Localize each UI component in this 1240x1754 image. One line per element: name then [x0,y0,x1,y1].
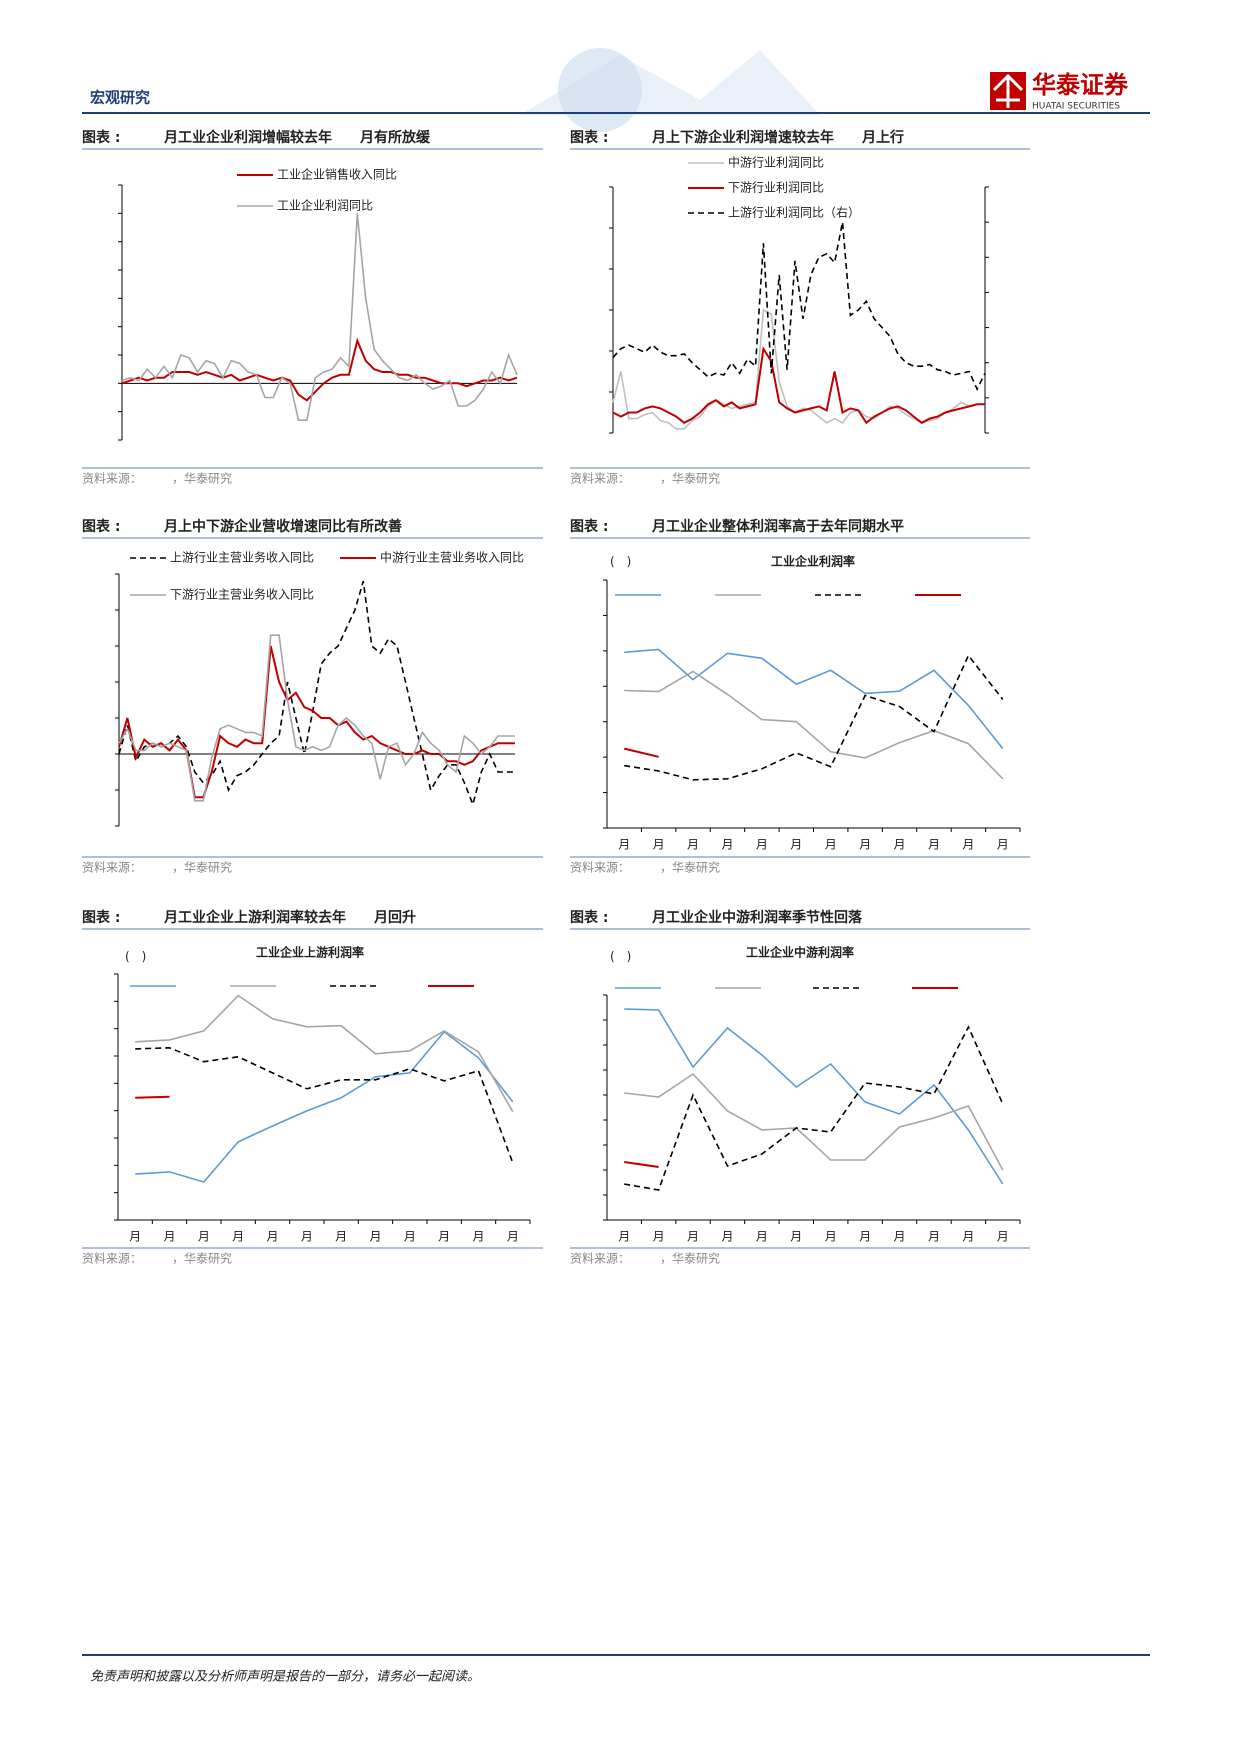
x-tick-label: 月 [687,1230,699,1244]
x-tick-label: 月 [198,1230,210,1244]
x-tick-label: 月 [894,838,906,852]
unit-label: ( ) [610,555,631,569]
x-tick-label: 月 [129,1230,141,1244]
x-tick-label: 月 [335,1230,347,1244]
legend-label: 下游行业利润同比 [728,181,824,195]
figure-title: 月工业企业整体利润率高于去年同期水平 [651,518,904,535]
x-tick-label: 月 [790,1230,802,1244]
x-tick-label: 月 [790,838,802,852]
source: 资料来源： ，华泰研究 [82,1251,232,1266]
legend-label: 下游行业主营业务收入同比 [170,587,314,602]
unit-label: ( ) [125,950,146,964]
x-tick-label: 月 [997,838,1009,852]
x-tick-label: 月 [894,1230,906,1244]
source: 资料来源： ，华泰研究 [82,860,232,875]
x-tick-label: 月 [618,1230,630,1244]
source: 资料来源： ，华泰研究 [570,471,720,486]
source: 资料来源： ，华泰研究 [82,471,232,486]
series-line [135,1030,514,1183]
logo-name: 华泰证券 [1032,71,1129,99]
chart-title: 工业企业上游利润率 [256,945,364,960]
x-tick-label: 月 [928,838,940,852]
source: 资料来源： ，华泰研究 [570,1251,720,1266]
x-tick-label: 月 [997,1230,1009,1244]
x-tick-label: 月 [825,838,837,852]
logo-mark [992,73,1024,108]
x-tick-label: 月 [962,1230,974,1244]
series-line [612,346,985,425]
disclaimer: 免责声明和披露以及分析师声明是报告的一部分，请务必一起阅读。 [90,1670,480,1685]
x-tick-label: 月 [618,838,630,852]
x-tick-label: 月 [163,1230,175,1244]
legend-label: 中游行业利润同比 [728,155,824,170]
legend-label: 上游行业主营业务收入同比 [170,550,314,565]
legend-label: 中游行业主营业务收入同比 [380,550,524,565]
figure-title: 月工业企业上游利润率较去年 月回升 [163,909,416,926]
unit-label: ( ) [610,950,631,964]
series-line [624,1025,1004,1191]
x-tick-label: 月 [369,1230,381,1244]
x-tick-label: 月 [266,1230,278,1244]
x-tick-label: 月 [507,1230,519,1244]
figure-title: 月工业企业中游利润率季节性回落 [651,909,863,926]
logo-subtitle: HUATAI SECURITIES [1032,102,1120,112]
series-line [624,1008,1004,1185]
x-tick-label: 月 [653,1230,665,1244]
x-tick-label: 月 [756,1230,768,1244]
figure-label: 图表 : [570,518,608,535]
x-tick-label: 月 [232,1230,244,1244]
figure-title: 月工业企业利润增幅较去年 月有所放缓 [163,129,431,146]
legend-label: 工业企业利润同比 [277,198,373,213]
series-line [121,337,518,402]
figure-label: 图表 : [82,909,120,926]
series-line [624,1072,1004,1171]
chart-title: 工业企业中游利润率 [746,945,854,960]
series-line [624,670,1004,780]
x-tick-label: 月 [472,1230,484,1244]
x-tick-label: 月 [928,1230,940,1244]
figure-label: 图表 : [82,518,120,535]
x-tick-label: 月 [301,1230,313,1244]
figure-title: 月上中下游企业营收增速同比有所改善 [163,518,402,535]
x-tick-label: 月 [687,838,699,852]
legend-label: 工业企业销售收入同比 [277,167,397,182]
x-tick-label: 月 [962,838,974,852]
figure-label: 图表 : [570,129,608,146]
x-tick-label: 月 [721,838,733,852]
series-line [612,221,986,391]
section-title: 宏观研究 [90,89,150,107]
series-line [135,1095,170,1099]
x-tick-label: 月 [404,1230,416,1244]
x-tick-label: 月 [721,1230,733,1244]
series-line [624,653,1004,781]
legend-label: 上游行业利润同比（右） [728,205,860,220]
series-line [121,213,518,421]
series-line [118,634,515,802]
x-tick-label: 月 [859,1230,871,1244]
figure-label: 图表 : [570,909,608,926]
series-line [135,1046,514,1164]
series-line [623,747,659,758]
source: 资料来源： ，华泰研究 [570,860,720,875]
x-tick-label: 月 [859,838,871,852]
x-tick-label: 月 [756,838,768,852]
x-tick-label: 月 [438,1230,450,1244]
figure-label: 图表 : [82,129,120,146]
series-line [118,645,515,799]
series-line [135,994,514,1113]
series-line [624,648,1004,750]
x-tick-label: 月 [653,838,665,852]
chart-title: 工业企业利润率 [771,554,855,569]
header-globe [558,48,642,132]
figure-title: 月上下游企业利润增速较去年 月上行 [651,129,904,146]
x-tick-label: 月 [825,1230,837,1244]
series-line [624,1161,659,1168]
series-line [118,580,515,807]
